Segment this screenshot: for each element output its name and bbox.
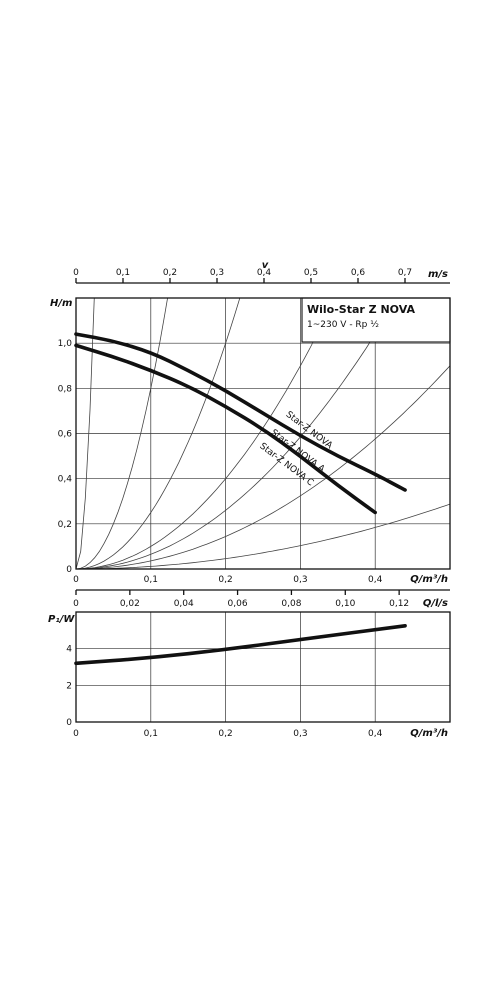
p-x-tick-label: 0,2 — [218, 729, 232, 739]
p-y-axis-label: P₁/W — [48, 614, 75, 625]
h-x-tick-label: 0,2 — [218, 575, 232, 585]
ls-axis-label: Q/l/s — [423, 598, 448, 609]
p-x-tick-label: 0 — [73, 729, 79, 739]
ls-tick-label: 0,10 — [335, 599, 355, 609]
p-y-tick-label: 4 — [66, 645, 72, 655]
h-x-tick-label: 0,3 — [293, 575, 307, 585]
h-y-tick-label: 0 — [66, 565, 72, 575]
h-x-tick-label: 0,4 — [368, 575, 383, 585]
h-series-line — [74, 332, 407, 492]
velocity-tick-label: 0 — [73, 268, 79, 278]
h-series-line — [74, 343, 377, 515]
p-series-line — [74, 623, 407, 666]
velocity-tick-label: 0,5 — [304, 268, 318, 278]
p-x-tick-label: 0,3 — [293, 729, 307, 739]
velocity-tick-label: 0,4 — [257, 268, 272, 278]
chart-subtitle: 1~230 V - Rp ½ — [307, 320, 379, 330]
p-y-tick-label: 0 — [66, 718, 72, 728]
velocity-axis-title: v — [262, 260, 269, 271]
velocity-tick-label: 0,3 — [210, 268, 224, 278]
h-y-axis-label: H/m — [50, 298, 72, 309]
h-y-tick-label: 0,4 — [58, 475, 73, 485]
ls-tick-label: 0,06 — [228, 599, 248, 609]
ls-tick-label: 0 — [73, 599, 79, 609]
velocity-tick-label: 0,1 — [116, 268, 130, 278]
h-y-tick-label: 1,0 — [58, 339, 73, 349]
system-curve — [76, 503, 450, 569]
h-x-tick-label: 0,1 — [144, 575, 158, 585]
system-curve — [76, 298, 168, 569]
chart-title: Wilo-Star Z NOVA — [307, 303, 415, 316]
p-plot-frame — [75, 611, 451, 723]
h-y-tick-label: 0,2 — [58, 520, 72, 530]
system-curve — [76, 298, 241, 569]
p-x-tick-label: 0,4 — [368, 729, 383, 739]
velocity-axis-unit: m/s — [428, 269, 448, 280]
velocity-tick-label: 0,2 — [163, 268, 177, 278]
h-x-tick-label: 0 — [73, 575, 79, 585]
p-y-tick-label: 2 — [66, 681, 72, 691]
system-curve — [76, 365, 450, 569]
h-x-axis-label: Q/m³/h — [410, 574, 448, 585]
h-y-tick-label: 0,6 — [58, 430, 73, 440]
h-plot-frame — [75, 297, 451, 570]
ls-tick-label: 0,04 — [174, 599, 194, 609]
velocity-tick-label: 0,7 — [398, 268, 412, 278]
p-x-tick-label: 0,1 — [144, 729, 158, 739]
ls-tick-label: 0,08 — [281, 599, 301, 609]
p-x-axis-label: Q/m³/h — [410, 728, 448, 739]
ls-tick-label: 0,12 — [389, 599, 409, 609]
ls-tick-label: 0,02 — [120, 599, 140, 609]
h-y-tick-label: 0,8 — [58, 384, 73, 394]
velocity-tick-label: 0,6 — [351, 268, 366, 278]
